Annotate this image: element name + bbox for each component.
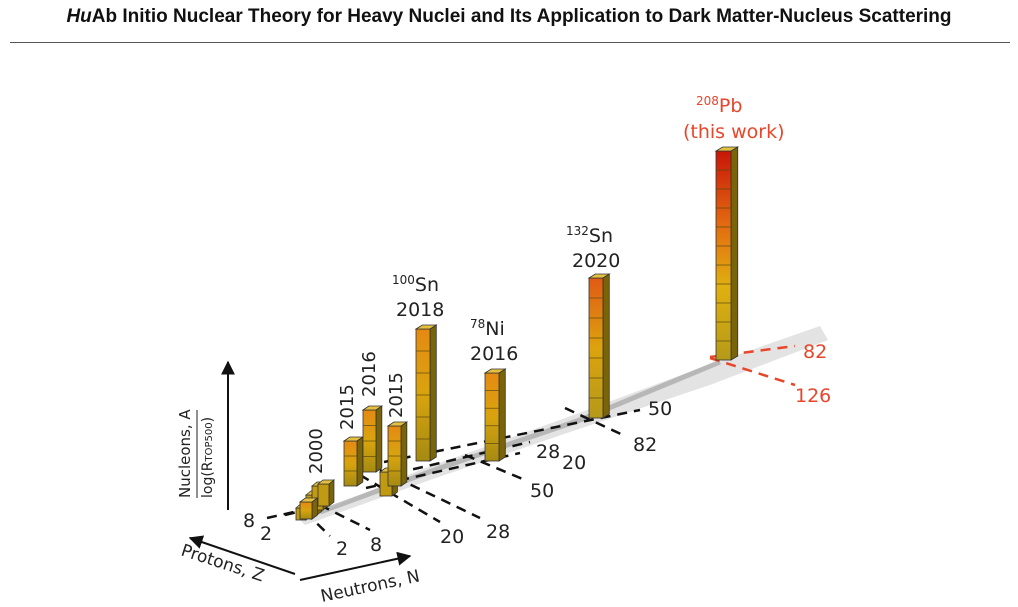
proton-label-82: 82	[803, 341, 827, 363]
bar-0-top	[298, 497, 319, 503]
label-year-2000: 2000	[306, 428, 327, 474]
proton-line-2	[284, 505, 319, 517]
light-nucleus-bar-2-front	[317, 483, 330, 507]
label-pb208: 208Pb	[696, 94, 742, 117]
proton-label-28: 28	[536, 441, 560, 463]
bar-6-front	[588, 277, 604, 419]
neutron-axis-arrow	[299, 551, 412, 581]
label-this-work: (this work)	[683, 121, 785, 143]
sn132-symbol: Sn	[589, 225, 613, 247]
bar-3-top	[386, 421, 409, 427]
neutron-label-28: 28	[486, 521, 510, 543]
bar-1	[342, 436, 365, 487]
neutron-label-126: 126	[795, 385, 831, 407]
z-axis-label-den: log(RTOP500)	[200, 417, 216, 498]
title-rule	[10, 42, 1010, 43]
bar-2	[361, 405, 384, 473]
label-sn100: 100Sn	[392, 273, 439, 296]
bar-labels: 2000 2015 2016 2015 100Sn 2018 78Ni 2016…	[306, 94, 785, 474]
bar-5	[483, 368, 507, 462]
label-year-2020: 2020	[572, 250, 620, 272]
bar-5-side	[498, 368, 506, 462]
neutron-label-2: 2	[336, 538, 348, 560]
bars	[294, 146, 740, 521]
light-nucleus-bar-2	[316, 479, 336, 507]
neutron-label-8: 8	[370, 534, 382, 556]
pb208-symbol: Pb	[719, 95, 743, 117]
label-ni78: 78Ni	[470, 317, 505, 340]
neutron-label-82: 82	[633, 434, 657, 456]
z-axis-label: Nucleons, A	[176, 409, 194, 498]
neutron-label-20: 20	[440, 526, 464, 548]
pb208-mass: 208	[696, 94, 719, 108]
bar-5-front	[484, 372, 500, 462]
neutron-line-50	[464, 453, 526, 482]
sn100-symbol: Sn	[415, 274, 439, 296]
bar-4-side	[429, 324, 437, 462]
label-year-2015b: 2015	[386, 372, 407, 418]
bar-1-side	[356, 436, 364, 487]
bar-2-side	[375, 405, 383, 473]
light-nucleus-bar-2-top	[316, 479, 336, 485]
label-year-2016b: 2016	[470, 343, 518, 365]
bar-3	[386, 421, 409, 487]
z-label-sub: TOP500	[204, 422, 215, 462]
z-label-numerator: Nucleons, A	[176, 409, 194, 498]
proton-label-50: 50	[648, 398, 672, 420]
bar-6-side	[602, 273, 610, 419]
sn100-mass: 100	[392, 273, 415, 287]
y-axis-label: Protons, Z	[178, 541, 266, 587]
bar-0-front	[299, 501, 313, 520]
bar-7	[714, 146, 740, 361]
sn132-mass: 132	[566, 224, 589, 238]
proton-line-82	[709, 344, 796, 359]
bar-7-top	[714, 146, 740, 152]
bar-2-top	[361, 405, 384, 411]
z-label-close: )	[200, 417, 216, 422]
bar-1-front	[343, 440, 358, 487]
bar-3-side	[400, 421, 408, 487]
neutron-line-126	[709, 356, 796, 387]
neutron-line-82	[564, 406, 626, 438]
bar-7-side	[730, 146, 739, 361]
magic-number-labels: 8 2 2 8 20 28 50 28 20 82 50 82 126	[243, 341, 831, 560]
ni78-mass: 78	[470, 317, 485, 331]
proton-axis-arrow	[188, 535, 296, 575]
ni78-symbol: Ni	[485, 318, 505, 340]
bar-6-top	[587, 273, 611, 279]
label-year-2015a: 2015	[337, 384, 358, 430]
bar-5-top	[483, 368, 507, 374]
label-year-2018: 2018	[396, 299, 444, 321]
proton-label-20: 20	[562, 452, 586, 474]
proton-label-8: 8	[243, 510, 255, 532]
label-sn132: 132Sn	[566, 224, 613, 247]
paper-title: HuAb Initio Nuclear Theory for Heavy Nuc…	[0, 6, 1018, 28]
neutron-label-50: 50	[530, 480, 554, 502]
bar-7-front	[715, 150, 732, 361]
bar-4-top	[414, 324, 438, 330]
z-label-den: log(R	[200, 461, 216, 498]
neutron-line-20	[359, 473, 441, 524]
neutron-line-8	[319, 503, 371, 532]
bar-4	[414, 324, 438, 462]
title-italic: Hu	[66, 6, 92, 27]
bar-6	[587, 273, 611, 419]
proton-label-2: 2	[260, 523, 272, 545]
title-text: Ab Initio Nuclear Theory for Heavy Nucle…	[91, 6, 952, 27]
label-year-2016a: 2016	[359, 351, 380, 397]
bar-0	[298, 497, 319, 520]
